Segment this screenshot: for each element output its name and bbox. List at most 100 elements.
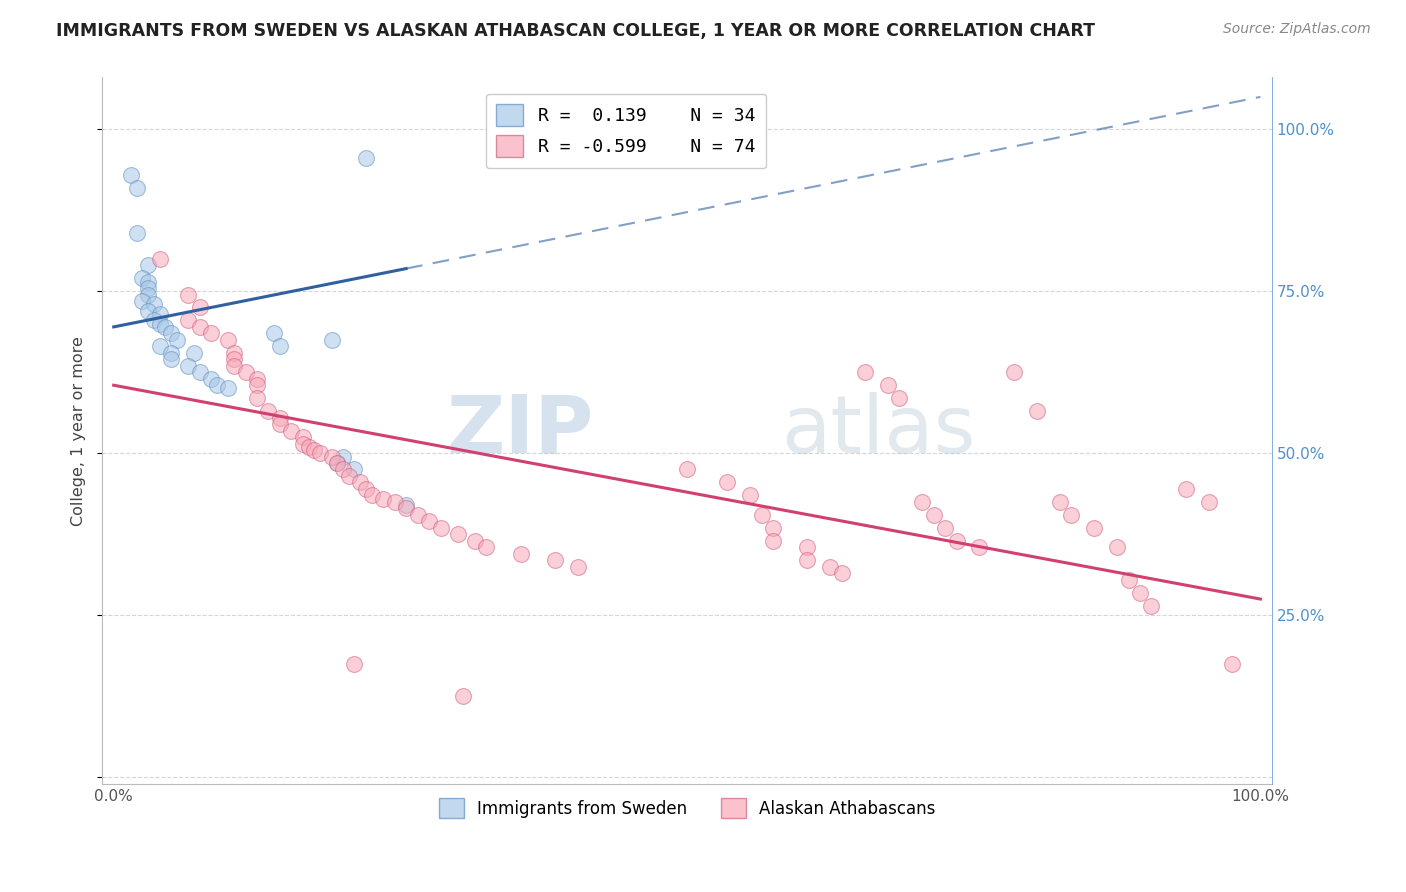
Point bbox=[332, 450, 354, 464]
Point bbox=[406, 508, 429, 522]
Point bbox=[395, 501, 418, 516]
Point bbox=[125, 180, 148, 194]
Point bbox=[222, 352, 245, 367]
Point bbox=[160, 326, 183, 341]
Text: Source: ZipAtlas.com: Source: ZipAtlas.com bbox=[1223, 22, 1371, 37]
Point bbox=[360, 488, 382, 502]
Point bbox=[136, 303, 159, 318]
Point bbox=[831, 566, 853, 581]
Point bbox=[354, 152, 377, 166]
Point bbox=[177, 313, 200, 327]
Point bbox=[1083, 521, 1105, 535]
Point bbox=[136, 275, 159, 289]
Point bbox=[354, 482, 377, 496]
Point bbox=[200, 372, 222, 386]
Point bbox=[326, 456, 349, 470]
Point bbox=[453, 690, 475, 704]
Point bbox=[246, 372, 269, 386]
Point bbox=[321, 333, 343, 347]
Point bbox=[188, 319, 211, 334]
Point bbox=[332, 462, 354, 476]
Point bbox=[131, 271, 153, 285]
Point bbox=[395, 498, 418, 512]
Point bbox=[177, 287, 200, 301]
Point bbox=[934, 521, 956, 535]
Point bbox=[142, 297, 165, 311]
Point bbox=[1140, 599, 1163, 613]
Point bbox=[166, 333, 188, 347]
Point bbox=[188, 365, 211, 379]
Point bbox=[676, 462, 699, 476]
Point bbox=[716, 475, 738, 490]
Point bbox=[464, 533, 486, 548]
Point bbox=[148, 317, 170, 331]
Point bbox=[911, 495, 934, 509]
Point bbox=[291, 430, 314, 444]
Point bbox=[740, 488, 762, 502]
Point bbox=[969, 540, 991, 554]
Point bbox=[876, 378, 898, 392]
Point bbox=[309, 446, 332, 460]
Point bbox=[429, 521, 451, 535]
Point bbox=[1025, 404, 1047, 418]
Point bbox=[762, 533, 785, 548]
Point bbox=[922, 508, 945, 522]
Point bbox=[155, 319, 177, 334]
Point bbox=[1198, 495, 1220, 509]
Point bbox=[136, 281, 159, 295]
Point bbox=[222, 359, 245, 373]
Point bbox=[269, 339, 291, 353]
Point bbox=[1118, 573, 1140, 587]
Point bbox=[235, 365, 257, 379]
Point bbox=[257, 404, 280, 418]
Point bbox=[160, 346, 183, 360]
Point bbox=[136, 287, 159, 301]
Text: ZIP: ZIP bbox=[446, 392, 593, 469]
Point bbox=[1129, 585, 1152, 599]
Point bbox=[326, 456, 349, 470]
Point bbox=[384, 495, 406, 509]
Point bbox=[418, 514, 440, 528]
Point bbox=[796, 540, 818, 554]
Point bbox=[1060, 508, 1083, 522]
Point bbox=[136, 258, 159, 272]
Point bbox=[263, 326, 285, 341]
Point bbox=[222, 346, 245, 360]
Point bbox=[120, 168, 142, 182]
Point bbox=[349, 475, 371, 490]
Point bbox=[889, 391, 911, 405]
Point bbox=[160, 352, 183, 367]
Point bbox=[796, 553, 818, 567]
Point bbox=[343, 657, 366, 671]
Point bbox=[1220, 657, 1243, 671]
Point bbox=[1002, 365, 1025, 379]
Point bbox=[337, 469, 360, 483]
Point bbox=[217, 382, 239, 396]
Point bbox=[321, 450, 343, 464]
Point bbox=[945, 533, 967, 548]
Point bbox=[762, 521, 785, 535]
Point bbox=[142, 313, 165, 327]
Point bbox=[343, 462, 366, 476]
Point bbox=[751, 508, 773, 522]
Point bbox=[373, 491, 395, 506]
Point bbox=[148, 307, 170, 321]
Y-axis label: College, 1 year or more: College, 1 year or more bbox=[72, 335, 86, 525]
Point bbox=[475, 540, 498, 554]
Point bbox=[246, 378, 269, 392]
Point bbox=[447, 527, 470, 541]
Point bbox=[567, 559, 589, 574]
Point bbox=[205, 378, 228, 392]
Point bbox=[177, 359, 200, 373]
Point bbox=[1107, 540, 1129, 554]
Point bbox=[1049, 495, 1071, 509]
Point bbox=[280, 424, 302, 438]
Point bbox=[200, 326, 222, 341]
Point bbox=[148, 252, 170, 266]
Point bbox=[820, 559, 842, 574]
Point bbox=[217, 333, 239, 347]
Point bbox=[1174, 482, 1197, 496]
Point bbox=[291, 436, 314, 450]
Point bbox=[131, 293, 153, 308]
Point bbox=[853, 365, 876, 379]
